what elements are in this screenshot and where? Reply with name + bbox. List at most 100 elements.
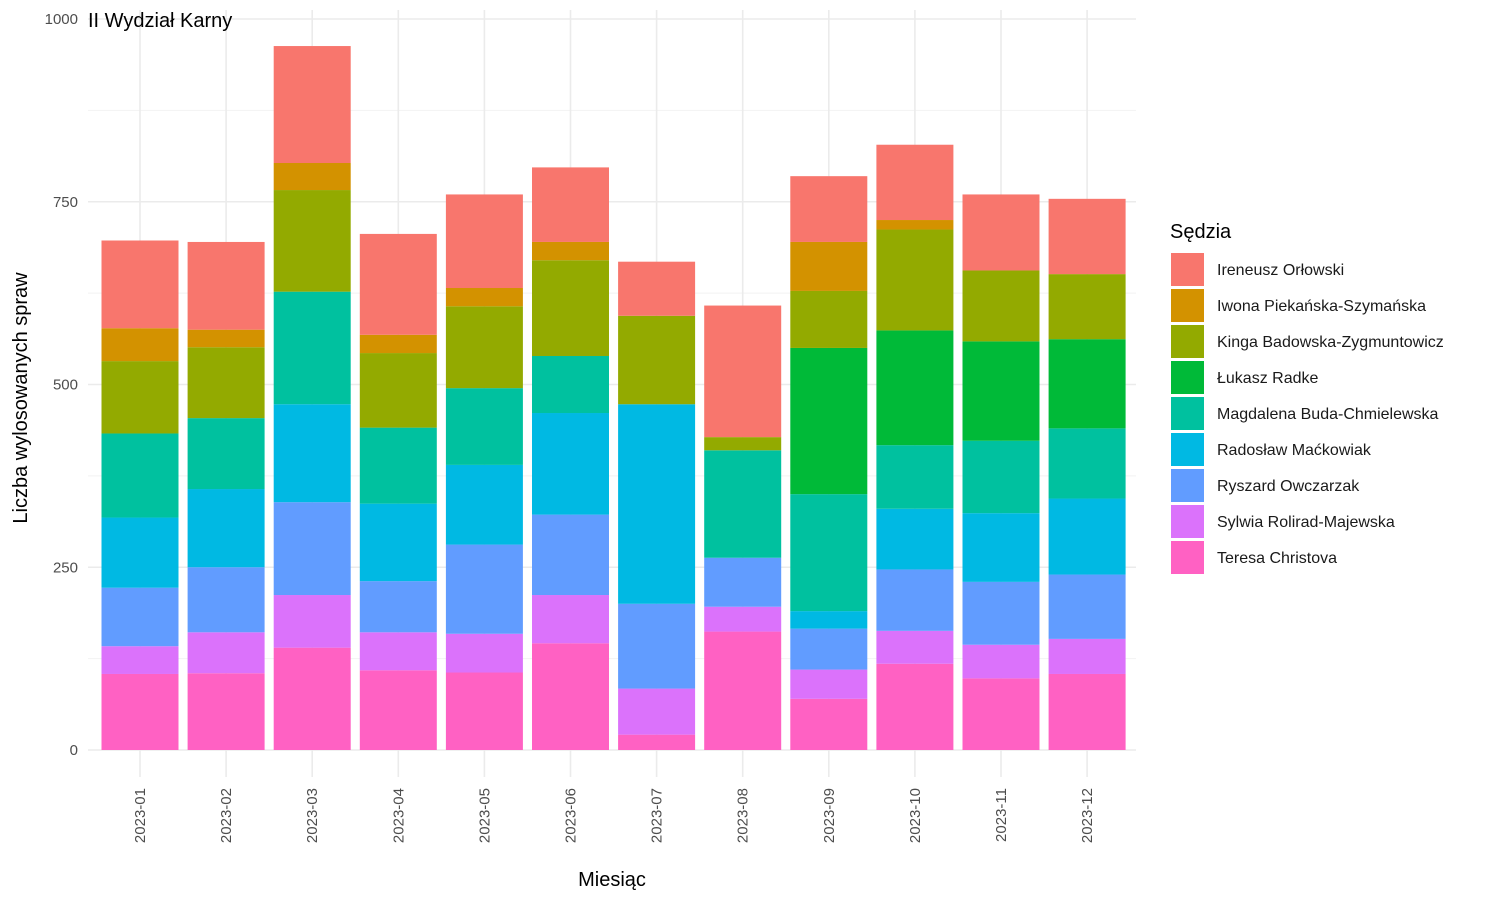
legend-swatch	[1171, 541, 1204, 574]
bar-segment	[876, 330, 954, 446]
bar-segment	[704, 557, 782, 607]
bar-segment	[273, 291, 351, 405]
bar-segment	[187, 673, 265, 750]
bar-segment	[704, 450, 782, 558]
bar-segment	[532, 514, 609, 596]
bar-segment	[101, 587, 179, 647]
legend-swatch	[1171, 469, 1204, 502]
bar-segment	[273, 502, 351, 596]
legend-label: Ireneusz Orłowski	[1217, 262, 1344, 279]
bar-segment	[1048, 574, 1126, 639]
y-tick-label: 750	[53, 194, 78, 211]
legend-label: Radosław Maćkowiak	[1217, 442, 1372, 459]
bar-segment	[618, 315, 696, 405]
legend-label: Teresa Christova	[1217, 550, 1337, 567]
bar-segment	[445, 544, 523, 634]
bar-segment	[187, 632, 265, 674]
legend-swatch	[1171, 253, 1204, 286]
legend-swatch	[1171, 433, 1204, 466]
bar-segment	[273, 647, 351, 750]
bar-segment	[359, 670, 437, 750]
legend: Sędzia Ireneusz Orłowski Iwona Piekańska-…	[1170, 221, 1444, 574]
bar-segment	[273, 404, 351, 503]
bar-segment	[704, 437, 782, 451]
bar-segment	[876, 445, 954, 509]
bar-segment	[101, 517, 179, 588]
bar-segment	[187, 329, 265, 348]
bar-segment	[532, 167, 609, 242]
bar-segment	[101, 433, 179, 518]
bar-segment	[273, 595, 351, 648]
bar-segment	[101, 361, 179, 434]
bar-segment	[790, 611, 868, 629]
bar-segment	[790, 347, 868, 495]
bar-segment	[790, 698, 868, 750]
bar-segment	[876, 229, 954, 331]
bar-segment	[1048, 274, 1126, 340]
bar-segment	[273, 46, 351, 164]
x-tick-label: 2023-03	[304, 788, 321, 843]
legend-label: Magdalena Buda-Chmielewska	[1217, 406, 1439, 423]
bar-segment	[359, 632, 437, 671]
bar-segment	[101, 240, 179, 329]
bar-segment	[532, 260, 609, 356]
bar-segment	[359, 503, 437, 582]
x-tick-label: 2023-09	[821, 788, 838, 843]
legend-swatch	[1171, 397, 1204, 430]
y-axis-ticks: 0 250 500 750 1000	[45, 11, 78, 759]
bar-segment	[618, 688, 696, 735]
bar-segment	[618, 734, 696, 750]
bar-segment	[618, 261, 696, 316]
x-tick-label: 2023-06	[563, 788, 580, 843]
legend-label: Iwona Piekańska-Szymańska	[1217, 298, 1426, 315]
bar-segment	[962, 270, 1040, 342]
bar-segment	[962, 440, 1040, 514]
x-tick-label: 2023-05	[476, 788, 493, 843]
bar-segment	[187, 567, 265, 633]
legend-label: Kinga Badowska-Zygmuntowicz	[1217, 334, 1444, 351]
bar-segment	[187, 347, 265, 419]
x-tick-label: 2023-04	[390, 788, 407, 843]
bar-segment	[1048, 339, 1126, 429]
legend-label: Sylwia Rolirad-Majewska	[1217, 514, 1395, 531]
bar-segment	[101, 646, 179, 674]
bar-segment	[1048, 638, 1126, 674]
bar-segment	[445, 464, 523, 545]
x-axis-title: Miesiąc	[578, 869, 646, 891]
bars	[101, 46, 1126, 750]
bar-segment	[876, 508, 954, 570]
bar-segment	[790, 628, 868, 670]
bar-segment	[962, 581, 1040, 645]
bar-segment	[962, 644, 1040, 679]
x-tick-label: 2023-07	[649, 788, 666, 843]
y-tick-label: 500	[53, 377, 78, 394]
legend-swatch	[1171, 505, 1204, 538]
bar-segment	[101, 328, 179, 362]
bar-segment	[962, 194, 1040, 271]
bar-segment	[1048, 673, 1126, 750]
bar-segment	[187, 418, 265, 490]
bar-segment	[532, 643, 609, 750]
bar-segment	[359, 581, 437, 633]
legend-swatch	[1171, 325, 1204, 358]
bar-segment	[1048, 498, 1126, 575]
chart-title: II Wydział Karny	[88, 10, 232, 32]
legend-label: Łukasz Radke	[1217, 370, 1318, 387]
legend-title: Sędzia	[1170, 221, 1232, 243]
bar-segment	[532, 241, 609, 261]
bar-segment	[1048, 428, 1126, 499]
bar-segment	[618, 603, 696, 689]
x-tick-label: 2023-12	[1079, 788, 1096, 843]
x-tick-label: 2023-01	[132, 788, 149, 843]
x-tick-label: 2023-08	[735, 788, 752, 843]
bar-segment	[445, 388, 523, 465]
bar-segment	[359, 427, 437, 504]
legend-swatch	[1171, 361, 1204, 394]
bar-segment	[876, 630, 954, 664]
bar-segment	[359, 353, 437, 428]
bar-segment	[445, 672, 523, 750]
bar-segment	[101, 673, 179, 750]
y-tick-label: 0	[70, 742, 78, 759]
bar-segment	[876, 144, 954, 221]
